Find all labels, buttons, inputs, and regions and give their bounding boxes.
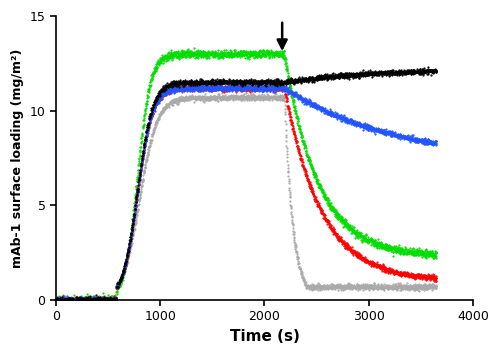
Y-axis label: mAb-1 surface loading (mg/m²): mAb-1 surface loading (mg/m²) [11,48,24,268]
X-axis label: Time (s): Time (s) [230,329,300,344]
